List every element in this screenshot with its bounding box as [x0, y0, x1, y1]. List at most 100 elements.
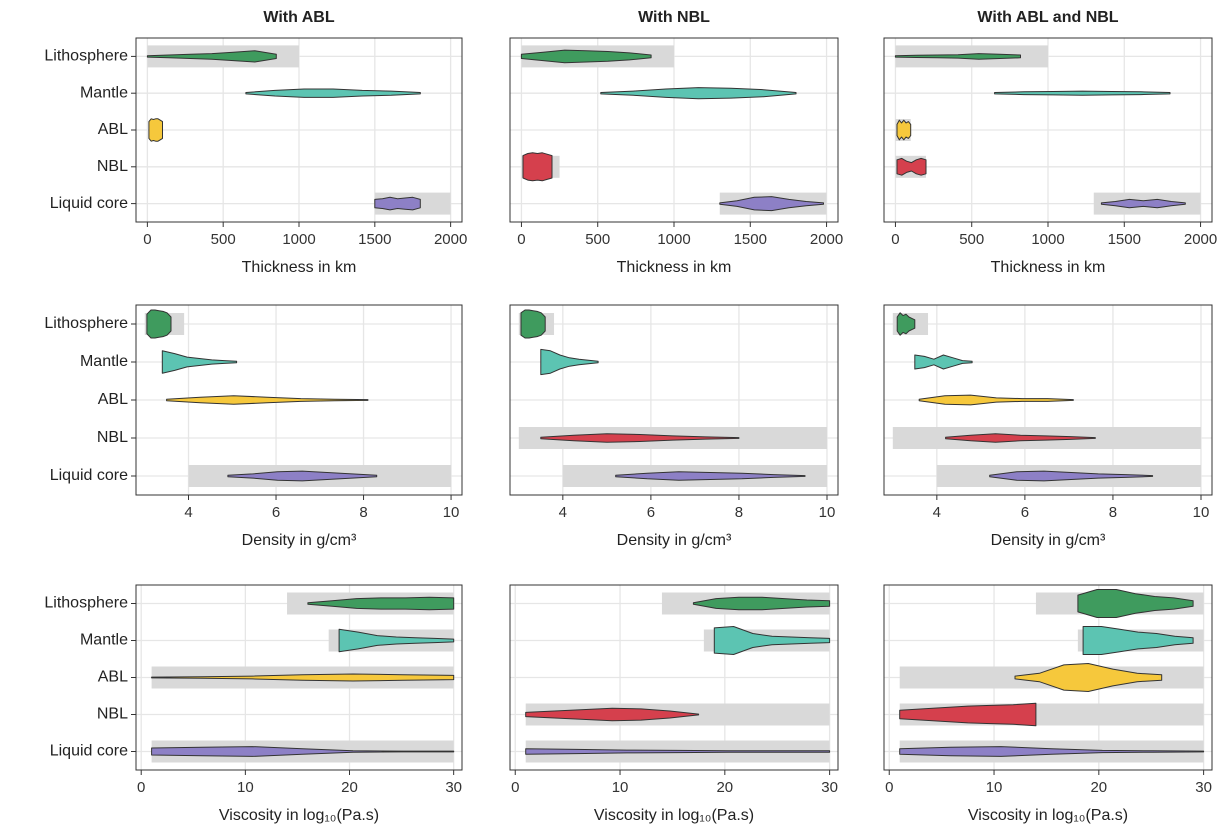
panel-title: With NBL [638, 9, 710, 26]
y-tick-label: Liquid core [50, 467, 128, 484]
x-tick-label: 8 [735, 504, 743, 521]
y-tick-label: Mantle [80, 353, 128, 370]
y-tick-label: NBL [97, 706, 128, 723]
x-axis-title: Thickness in km [617, 259, 732, 276]
panel-border [883, 584, 1213, 771]
violin [374, 196, 421, 211]
x-tick-label: 0 [137, 779, 145, 796]
violin [994, 90, 1171, 96]
panel-title: With ABL and NBL [977, 9, 1118, 26]
panel-title: With ABL [263, 9, 334, 26]
x-tick-label: 6 [272, 504, 280, 521]
violin [713, 626, 831, 655]
x-tick-label: 4 [184, 504, 192, 521]
x-tick-label: 500 [585, 231, 610, 248]
violin [896, 119, 912, 141]
violin [161, 350, 238, 374]
violin [307, 596, 455, 611]
y-tick-label: ABL [98, 391, 128, 408]
violin [899, 746, 1205, 757]
x-tick-label: 30 [821, 779, 838, 796]
violin [1077, 589, 1194, 618]
y-tick-label: ABL [98, 669, 128, 686]
violin [520, 309, 546, 339]
violin [166, 395, 369, 405]
violin [525, 707, 700, 722]
y-tick-label: NBL [97, 429, 128, 446]
violin [338, 628, 455, 653]
violin [896, 312, 916, 336]
x-tick-label: 10 [443, 504, 460, 521]
x-axis-title: Density in g/cm³ [991, 532, 1106, 549]
x-axis-title: Density in g/cm³ [242, 532, 357, 549]
x-tick-label: 1500 [1108, 231, 1141, 248]
violin [540, 348, 599, 376]
x-axis-title: Viscosity in log₁₀(Pa.s) [968, 807, 1128, 824]
y-tick-label: Mantle [80, 84, 128, 101]
x-tick-label: 1000 [1031, 231, 1064, 248]
x-tick-label: 20 [1090, 779, 1107, 796]
violin [525, 748, 831, 755]
violin [227, 470, 378, 482]
violin [522, 152, 553, 182]
x-tick-label: 2000 [434, 231, 467, 248]
violin [146, 50, 277, 63]
violin [1014, 663, 1163, 692]
x-tick-label: 2000 [1184, 231, 1217, 248]
x-axis-title: Viscosity in log₁₀(Pa.s) [219, 807, 379, 824]
violin [1100, 198, 1186, 209]
x-tick-label: 0 [891, 231, 899, 248]
x-tick-label: 4 [559, 504, 567, 521]
violin [914, 354, 973, 370]
x-axis-title: Thickness in km [991, 259, 1106, 276]
x-tick-label: 30 [445, 779, 462, 796]
violin [899, 702, 1037, 727]
violin [600, 87, 797, 100]
violin [918, 394, 1074, 406]
y-tick-label: Mantle [80, 632, 128, 649]
violin [151, 746, 455, 757]
x-tick-label: 10 [1193, 504, 1210, 521]
y-tick-label: Liquid core [50, 743, 128, 760]
x-tick-label: 1500 [734, 231, 767, 248]
x-tick-label: 2000 [810, 231, 843, 248]
x-tick-label: 0 [517, 231, 525, 248]
violin [896, 157, 927, 176]
violin [146, 309, 172, 339]
x-tick-label: 30 [1195, 779, 1212, 796]
violin [719, 196, 824, 212]
x-tick-label: 8 [359, 504, 367, 521]
violin [540, 433, 740, 443]
x-tick-label: 0 [143, 231, 151, 248]
x-tick-label: 500 [211, 231, 236, 248]
violin [151, 673, 455, 682]
x-tick-label: 1000 [657, 231, 690, 248]
x-tick-label: 10 [986, 779, 1003, 796]
violin [615, 471, 806, 481]
x-tick-label: 6 [1021, 504, 1029, 521]
y-tick-label: Liquid core [50, 195, 128, 212]
x-tick-label: 10 [612, 779, 629, 796]
violin [989, 470, 1154, 482]
x-tick-label: 8 [1109, 504, 1117, 521]
x-tick-label: 10 [237, 779, 254, 796]
x-tick-label: 4 [933, 504, 941, 521]
panel-border [883, 304, 1213, 496]
violin [148, 118, 163, 142]
y-tick-label: NBL [97, 158, 128, 175]
y-tick-label: Lithosphere [44, 315, 128, 332]
violin [520, 49, 652, 64]
x-tick-label: 1500 [358, 231, 391, 248]
x-tick-label: 20 [716, 779, 733, 796]
panel-border [509, 304, 839, 496]
y-tick-label: ABL [98, 121, 128, 138]
violin [894, 53, 1021, 60]
x-tick-label: 0 [511, 779, 519, 796]
panel-border [509, 584, 839, 771]
x-axis-title: Viscosity in log₁₀(Pa.s) [594, 807, 754, 824]
y-tick-label: Lithosphere [44, 595, 128, 612]
x-tick-label: 20 [341, 779, 358, 796]
x-axis-title: Density in g/cm³ [617, 532, 732, 549]
x-tick-label: 6 [647, 504, 655, 521]
